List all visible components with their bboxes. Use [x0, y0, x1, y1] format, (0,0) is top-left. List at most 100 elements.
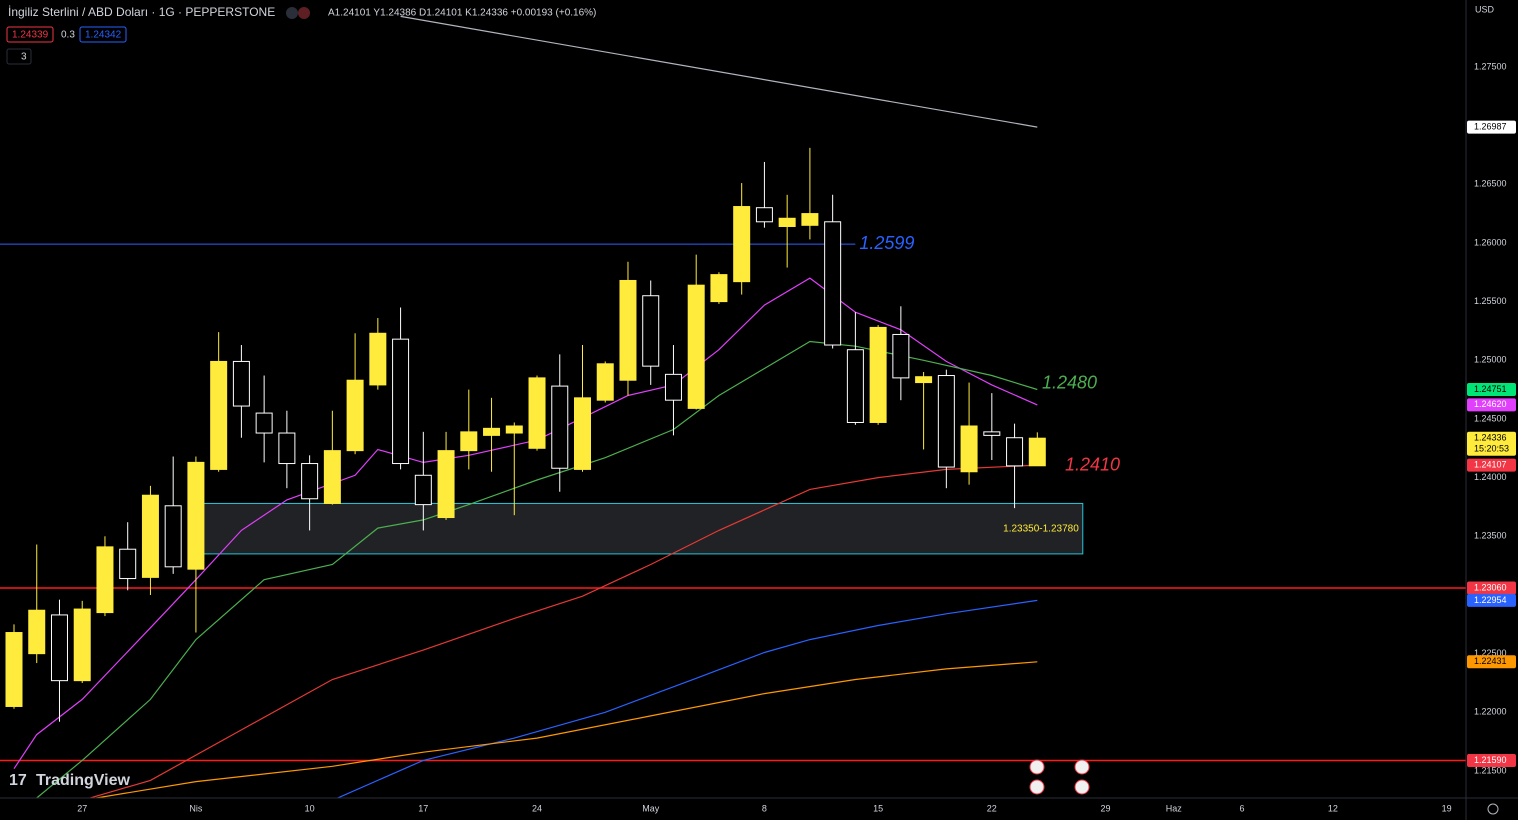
x-tick-label: 12 — [1328, 803, 1338, 813]
y-tick-label: 1.22500 — [1474, 648, 1507, 658]
candle-body — [687, 284, 705, 409]
candle-body — [301, 463, 319, 500]
currency[interactable]: USD — [1475, 4, 1495, 14]
candle-body — [232, 360, 250, 407]
candle-body — [960, 425, 978, 473]
y-tick-label: 1.25500 — [1474, 296, 1507, 306]
price-badge-label: 1.22954 — [1474, 595, 1507, 605]
indicator-line — [87, 464, 1038, 798]
candle-body — [437, 450, 455, 519]
candle-body — [255, 412, 273, 434]
candle-body — [50, 614, 68, 682]
candle-body — [460, 431, 478, 452]
indicator-count[interactable]: 3 — [21, 52, 27, 63]
candle-body — [755, 207, 773, 223]
price-badge — [1467, 581, 1516, 595]
event-flag[interactable] — [1029, 779, 1045, 795]
symbol-title[interactable]: İngiliz Sterlini / ABD Doları · 1G · PEP… — [8, 5, 275, 19]
candle-body — [937, 375, 955, 468]
candle-body — [346, 379, 364, 452]
level-label: 1.2599 — [859, 233, 914, 253]
y-tick-label: 1.24500 — [1474, 413, 1507, 423]
x-tick-label: Haz — [1166, 803, 1183, 813]
candle-body — [505, 425, 523, 434]
logo-mark[interactable]: 17 — [9, 772, 27, 789]
x-tick-label: 8 — [762, 803, 767, 813]
plot-area: 1.23350-1.23780 1.2599 — [0, 15, 1466, 798]
price-badge-label: 1.21590 — [1474, 755, 1507, 765]
candle-body — [73, 608, 91, 682]
x-tick-label: 17 — [418, 803, 428, 813]
candle-body — [551, 385, 569, 469]
price-badge — [1467, 655, 1516, 669]
candle-body — [187, 461, 205, 570]
candle-body — [596, 363, 614, 401]
x-tick-label: 24 — [532, 803, 542, 813]
candle-body — [1028, 437, 1046, 467]
x-tick-label: 6 — [1239, 803, 1244, 813]
candle-body — [733, 206, 751, 283]
candle-body — [664, 373, 682, 401]
x-tick-label: 19 — [1442, 803, 1452, 813]
status-icon[interactable] — [286, 7, 298, 19]
y-tick-label: 1.25000 — [1474, 355, 1507, 365]
candle-body — [642, 295, 660, 367]
y-tick-label: 1.27500 — [1474, 61, 1507, 71]
buy-button[interactable] — [79, 26, 127, 43]
candle-body — [915, 376, 933, 384]
candle-body — [141, 494, 159, 578]
price-badge — [1467, 458, 1516, 472]
y-tick-label: 1.26000 — [1474, 237, 1507, 247]
x-tick-label: 22 — [987, 803, 997, 813]
price-badge — [1467, 398, 1516, 412]
price-badge-label: 1.22431 — [1474, 656, 1507, 666]
price-badge-label: 1.24107 — [1474, 459, 1507, 469]
zone-label: 1.23350-1.23780 — [1003, 523, 1079, 534]
price-badge-label: 1.24620 — [1474, 399, 1507, 409]
settings-icon[interactable] — [1487, 803, 1499, 815]
y-tick-label: 1.24000 — [1474, 472, 1507, 482]
event-flag[interactable] — [1074, 759, 1090, 775]
annotation: 1.2480 — [1042, 372, 1097, 392]
candle-body — [778, 217, 796, 227]
candle-body — [392, 338, 410, 465]
annotation: 1.2410 — [1065, 455, 1120, 475]
x-tick-label: 27 — [77, 803, 87, 813]
sell-button[interactable] — [6, 26, 54, 43]
candle-body — [96, 546, 114, 614]
countdown: 15:20:53 — [1474, 444, 1509, 454]
price-badge — [1467, 382, 1516, 396]
candle-body — [983, 431, 1001, 436]
market-icon[interactable] — [298, 7, 310, 19]
candle-body — [323, 450, 341, 504]
sell-price[interactable]: 1.24339 — [12, 30, 49, 41]
candle-body — [414, 474, 432, 506]
candle-body — [892, 333, 910, 379]
indicators-toggle[interactable] — [6, 48, 32, 65]
price-badge — [1467, 431, 1516, 456]
indicator-line — [400, 15, 1038, 128]
ohlc-values: A1.24101 Y1.24386 D1.24101 K1.24336 +0.0… — [328, 8, 596, 19]
candle-body — [119, 548, 137, 580]
x-tick-label: 15 — [873, 803, 883, 813]
overlay: İngiliz Sterlini / ABD Doları · 1G · PEP… — [6, 4, 1499, 815]
candle-body — [869, 326, 887, 423]
indicator-line — [92, 661, 1038, 798]
indicator-line — [336, 599, 1038, 798]
candle-body — [5, 632, 23, 707]
candle-body — [164, 505, 182, 568]
event-flag[interactable] — [1074, 779, 1090, 795]
buy-price[interactable]: 1.24342 — [85, 30, 122, 41]
price-badge — [1467, 593, 1516, 607]
price-badge — [1467, 120, 1516, 134]
candle-body — [710, 274, 728, 303]
event-flag[interactable] — [1029, 759, 1045, 775]
candle-body — [1006, 437, 1024, 467]
spread: 0.3 — [61, 30, 75, 41]
candle-body — [824, 221, 842, 346]
y-tick-label: 1.23500 — [1474, 531, 1507, 541]
watermark[interactable]: TradingView — [36, 772, 131, 789]
x-tick-label: May — [642, 803, 660, 813]
candle-body — [483, 427, 501, 436]
support-zone — [195, 502, 1084, 555]
